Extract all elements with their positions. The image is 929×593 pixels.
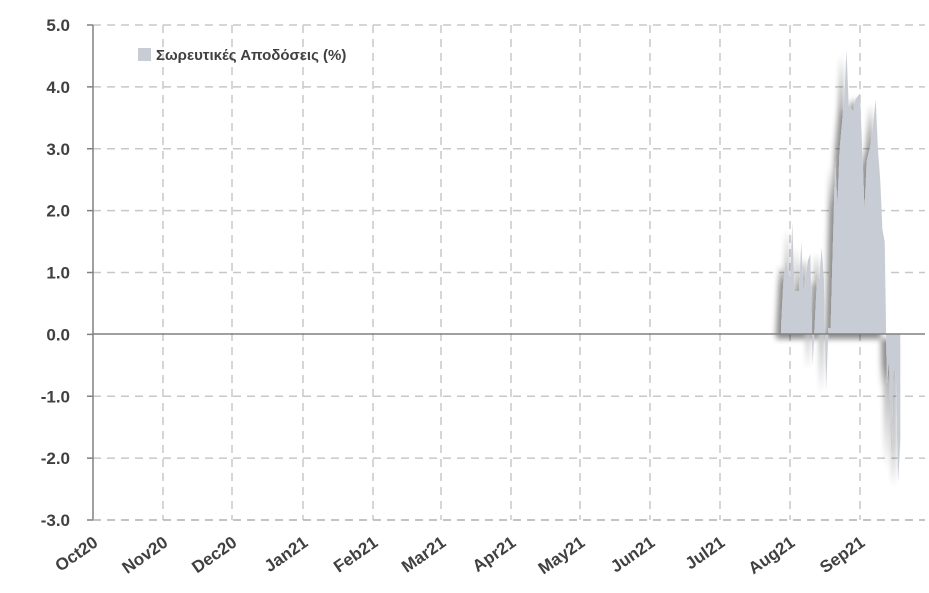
- y-tick-label: 2.0: [46, 202, 70, 221]
- y-tick-label: -2.0: [41, 449, 70, 468]
- x-tick-label: Jun21: [607, 533, 658, 577]
- x-tick-label: Jul21: [682, 533, 729, 574]
- axes: [87, 24, 925, 521]
- y-tick-label: 3.0: [46, 140, 70, 159]
- legend-swatch: [138, 48, 151, 61]
- y-tick-label: 5.0: [46, 16, 70, 35]
- y-tick-label: -3.0: [41, 511, 70, 530]
- area-series: [781, 49, 901, 483]
- legend: Σωρευτικές Αποδόσεις (%): [138, 47, 346, 64]
- x-tick-label: Apr21: [469, 533, 519, 576]
- y-tick-label: -1.0: [41, 387, 70, 406]
- x-tick-label: Mar21: [398, 533, 449, 577]
- area-series-0: [781, 49, 901, 483]
- x-tick-labels: Oct20 Nov20 Dec20 Jan21 Feb21 Mar21 Apr21 May21…: [52, 533, 869, 578]
- y-tick-labels: 5.0 4.0 3.0 2.0 1.0 0.0 -1.0 -2.0 -3.0: [41, 16, 70, 530]
- x-tick-label: May21: [535, 533, 588, 578]
- x-tick-label: Aug21: [745, 533, 798, 578]
- x-tick-label: Feb21: [330, 533, 381, 577]
- y-tick-label: 4.0: [46, 78, 70, 97]
- x-tick-label: Jan21: [261, 533, 311, 576]
- y-tick-label: 0.0: [46, 325, 70, 344]
- legend-label: Σωρευτικές Αποδόσεις (%): [156, 47, 346, 64]
- x-tick-label: Oct20: [52, 533, 102, 576]
- x-tick-label: Nov20: [119, 533, 172, 578]
- x-tick-label: Dec20: [188, 533, 240, 577]
- grid-lines: [93, 24, 925, 520]
- x-tick-label: Sep21: [816, 533, 868, 577]
- y-tick-label: 1.0: [46, 264, 70, 283]
